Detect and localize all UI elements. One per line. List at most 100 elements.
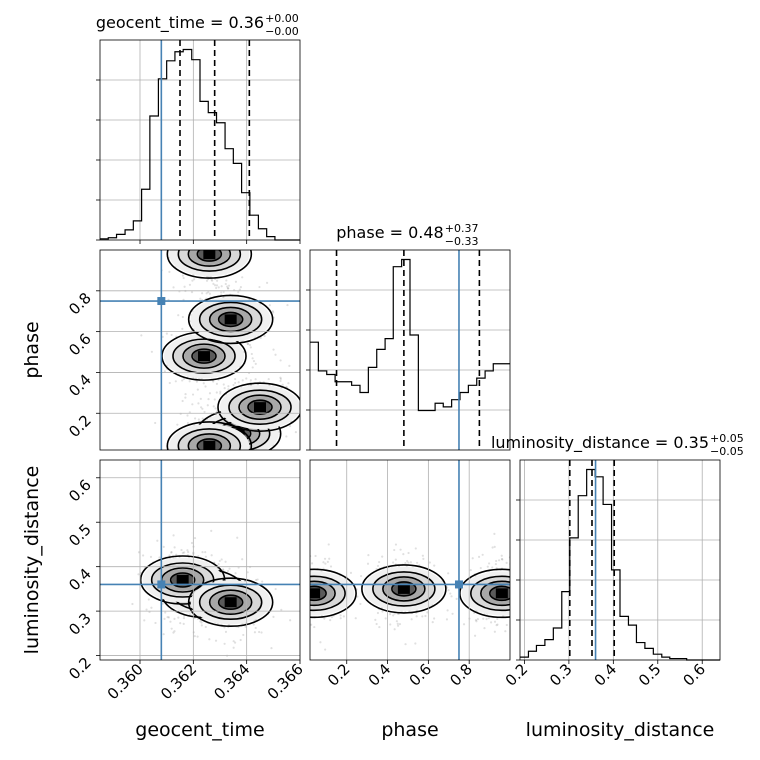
sample-point (207, 398, 210, 401)
sample-point (295, 603, 297, 605)
contour-line (489, 585, 510, 602)
sample-point (306, 425, 308, 427)
sample-point (279, 451, 281, 453)
sample-point (327, 543, 330, 546)
sample-point (287, 600, 289, 602)
sample-point (446, 609, 449, 612)
sample-point (143, 619, 146, 622)
sample-point (188, 283, 192, 286)
sample-point (186, 549, 189, 552)
sample-point (184, 396, 187, 399)
sample-point (227, 287, 230, 290)
sample-point (288, 425, 292, 428)
sample-point (163, 370, 166, 373)
sample-point (274, 587, 277, 591)
sample-point (206, 244, 208, 246)
sample-point (511, 611, 513, 613)
sample-point (203, 236, 205, 238)
sample-point (228, 567, 231, 570)
sample-point (193, 451, 195, 453)
sample-point (255, 452, 257, 454)
sample-point (521, 591, 523, 593)
sample-point (302, 590, 304, 592)
sample-point (307, 599, 309, 601)
sample-point (226, 230, 228, 232)
sample-point (194, 461, 196, 463)
x-tick-label: 0.2 (502, 660, 532, 690)
sample-point (234, 460, 236, 462)
sample-point (191, 227, 193, 229)
sample-point (304, 571, 306, 573)
sample-point (522, 602, 524, 604)
sample-point (313, 625, 316, 629)
sample-point (185, 232, 187, 234)
sample-point (287, 555, 289, 557)
sample-point (210, 529, 213, 532)
panel-title: luminosity_distance = 0.35 +0.05−0.05 (491, 432, 744, 458)
sample-point (280, 608, 283, 611)
sample-point (283, 575, 285, 577)
sample-point (505, 561, 508, 564)
sample-point (212, 380, 215, 383)
sample-point (249, 383, 253, 387)
sample-point (281, 586, 283, 588)
sample-point (204, 551, 207, 554)
sample-point (407, 551, 410, 555)
x-tick-label: 0.2 (324, 660, 354, 690)
sample-point (279, 377, 282, 381)
sample-point (165, 450, 167, 452)
sample-point (227, 452, 229, 454)
sample-point (223, 626, 226, 629)
sample-point (196, 635, 199, 638)
sample-point (212, 470, 214, 472)
sample-point (266, 451, 268, 453)
sample-point (239, 638, 242, 642)
sample-point (158, 556, 161, 559)
sample-point (303, 587, 305, 589)
sample-point (219, 243, 221, 245)
sample-point (521, 595, 523, 597)
sample-point (260, 631, 263, 634)
sample-point (396, 622, 399, 625)
panel-luminosity_distance-vs-geocent_time: 0.360 0.362 0.364 0.366 0.2 0.3 0.4 0.5 0.6 geoce… (21, 459, 307, 741)
sample-point (279, 611, 281, 613)
sample-point (495, 624, 498, 627)
sample-point (374, 618, 377, 621)
sample-point (398, 622, 402, 626)
sample-point (193, 536, 197, 540)
sample-point (224, 630, 228, 633)
sample-point (514, 588, 516, 590)
sample-point (225, 279, 228, 282)
sample-point (172, 286, 175, 289)
sample-point (511, 584, 513, 586)
sample-point (289, 635, 291, 637)
sample-point (194, 221, 196, 223)
sample-point (515, 550, 517, 552)
sample-point (236, 456, 238, 458)
sample-point (194, 242, 196, 244)
sample-point (232, 640, 235, 643)
axes-frame (99, 249, 301, 451)
sample-point (161, 335, 164, 338)
sample-point (225, 234, 227, 236)
sample-point (510, 608, 512, 610)
sample-point (181, 246, 183, 248)
sample-point (227, 284, 231, 287)
sample-point (481, 553, 484, 556)
sample-point (521, 600, 523, 602)
sample-point (223, 387, 226, 390)
y-axis-label: luminosity_distance (21, 466, 43, 655)
sample-point (208, 245, 210, 247)
sample-point (198, 244, 200, 246)
sample-point (306, 584, 308, 586)
sample-point (514, 633, 516, 635)
sample-point (532, 615, 534, 617)
sample-point (186, 414, 189, 417)
sample-point (200, 215, 202, 217)
contour-line (166, 250, 253, 279)
sample-point (222, 569, 225, 572)
sample-point (215, 480, 217, 482)
sample-point (200, 621, 203, 624)
sample-point (201, 551, 204, 554)
sample-point (404, 643, 407, 646)
